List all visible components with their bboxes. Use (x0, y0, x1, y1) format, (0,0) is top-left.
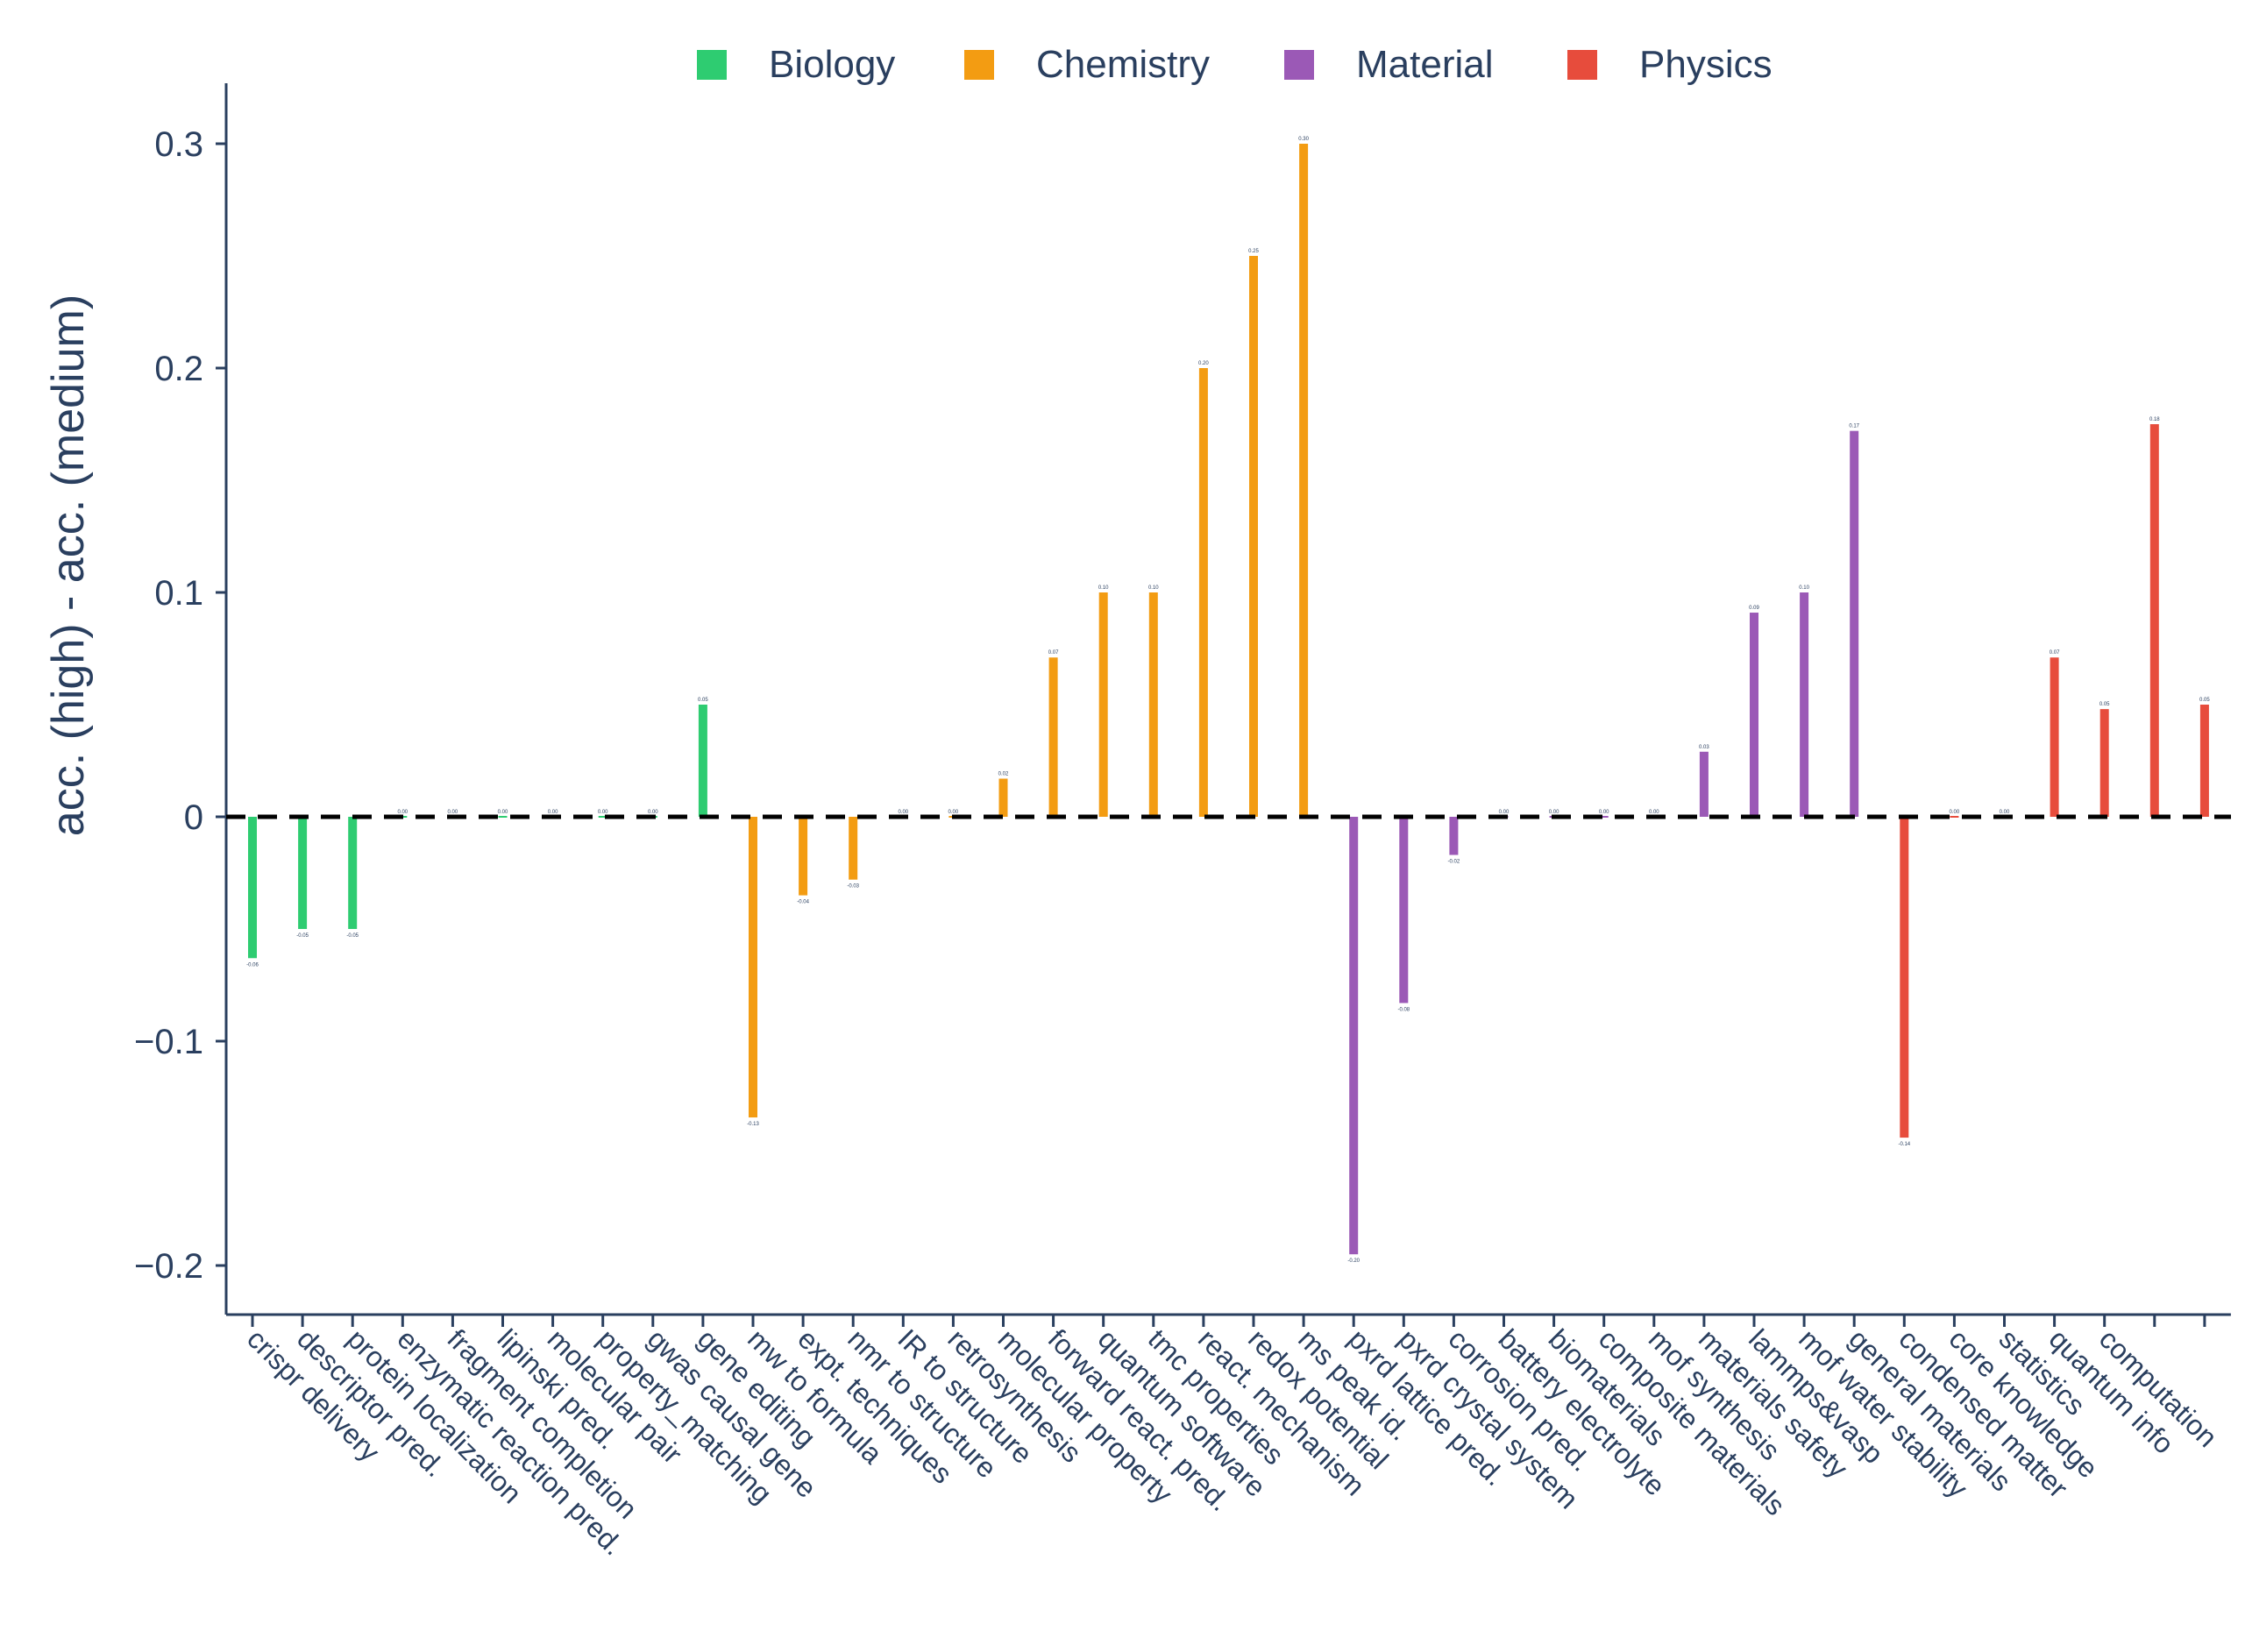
bar (1449, 817, 1459, 855)
legend-label: Physics (1639, 43, 1773, 86)
bar-value-label: 0.10 (1098, 585, 1109, 591)
bar (498, 816, 508, 818)
bar-value-label: 0.05 (2199, 698, 2210, 703)
legend-swatch (697, 50, 727, 80)
bar (749, 817, 757, 1118)
legend-swatch (1567, 50, 1597, 80)
bar-value-label: 0.00 (1499, 810, 1510, 815)
bar (1198, 368, 1208, 817)
bars: -0.06 -0.05 -0.05 0.00 0.00 0.00 0.00 0.00 0.00 0… (246, 137, 2210, 1264)
bar (1148, 592, 1158, 817)
bar (1299, 144, 1309, 817)
bar (1249, 256, 1258, 817)
legend-swatch (964, 50, 994, 80)
bar-value-label: 0.05 (698, 698, 708, 703)
bar-value-label: -0.20 (1347, 1258, 1360, 1264)
bar (248, 817, 257, 959)
bar-value-label: 0.00 (397, 810, 408, 815)
bar (998, 778, 1008, 817)
bar-value-label: 0.09 (1749, 606, 1759, 611)
bar (799, 817, 808, 896)
bar-value-label: 0.17 (1849, 424, 1859, 429)
bar-value-label: 0.10 (1148, 585, 1159, 591)
legend-label: Material (1356, 43, 1494, 86)
bar (1850, 430, 1859, 817)
bar (2199, 705, 2209, 817)
y-axis-label: acc. (high) - acc. (medium) (43, 294, 94, 836)
bar-value-label: 0.25 (1248, 249, 1259, 254)
y-axis: −0.2 −0.1 0 0.1 0.2 0.3 (134, 83, 228, 1315)
bar-value-label: -0.08 (1397, 1007, 1410, 1012)
bar-value-label: 0.30 (1298, 137, 1309, 142)
bar-value-label: 0.00 (2000, 810, 2010, 815)
y-tick-label: 0 (184, 798, 203, 837)
bar-value-label: 0.00 (548, 810, 558, 815)
bar-value-label: -0.02 (1448, 860, 1460, 865)
bar (298, 817, 308, 929)
bar-value-label: -0.14 (1898, 1142, 1910, 1147)
bar (1950, 816, 1959, 818)
bar (1800, 592, 1809, 817)
bar (1349, 817, 1359, 1255)
bar-value-label: 0.00 (948, 810, 959, 815)
bar-value-label: 0.00 (1950, 810, 1960, 815)
bar-value-label: 0.00 (1599, 810, 1609, 815)
bar-value-label: -0.06 (246, 962, 259, 968)
legend-label: Chemistry (1036, 43, 1210, 86)
bar-value-label: -0.03 (847, 884, 859, 890)
bar-value-label: 0.00 (598, 810, 608, 815)
bar (698, 705, 707, 817)
y-tick-label: −0.1 (134, 1023, 203, 1061)
y-tick-label: 0.1 (154, 574, 203, 613)
legend: Biology Chemistry Material Physics (697, 43, 1773, 86)
bar (2050, 657, 2059, 817)
bar-value-label: 0.00 (648, 810, 658, 815)
bar-value-label: -0.05 (346, 933, 359, 939)
bar (598, 816, 607, 818)
bar (1048, 657, 1058, 817)
legend-label: Biology (769, 43, 895, 86)
bar (2149, 424, 2159, 817)
bar-value-label: 0.03 (1699, 745, 1709, 750)
bar-value-label: 0.00 (448, 810, 458, 815)
bar-value-label: 0.00 (1649, 810, 1659, 815)
bar (1599, 816, 1609, 818)
bar-value-label: 0.00 (1549, 810, 1559, 815)
bar (2099, 709, 2109, 817)
bar (1699, 751, 1709, 817)
bar-value-label: 0.20 (1198, 361, 1209, 366)
bar-value-label: -0.05 (296, 933, 309, 939)
bar-value-label: 0.07 (1048, 650, 1059, 656)
bar (1098, 592, 1108, 817)
y-tick-label: −0.2 (134, 1247, 203, 1286)
y-tick-label: 0.3 (154, 125, 203, 164)
bar-value-label: 0.07 (2050, 650, 2060, 656)
bar-value-label: 0.18 (2149, 417, 2160, 422)
bar (849, 817, 858, 880)
bar-value-label: 0.10 (1799, 585, 1809, 591)
bar-value-label: 0.02 (998, 771, 1009, 776)
bar (1900, 817, 1909, 1138)
bar-value-label: -0.13 (747, 1122, 759, 1127)
bar (348, 817, 358, 929)
bar-value-label: 0.00 (898, 810, 908, 815)
y-tick-label: 0.2 (154, 350, 203, 388)
bar (1399, 817, 1409, 1003)
bar-value-label: -0.04 (797, 900, 809, 905)
bar-value-label: 0.05 (2099, 702, 2110, 707)
bar-value-label: 0.00 (498, 810, 508, 815)
legend-swatch (1284, 50, 1314, 80)
bar (1750, 613, 1758, 817)
